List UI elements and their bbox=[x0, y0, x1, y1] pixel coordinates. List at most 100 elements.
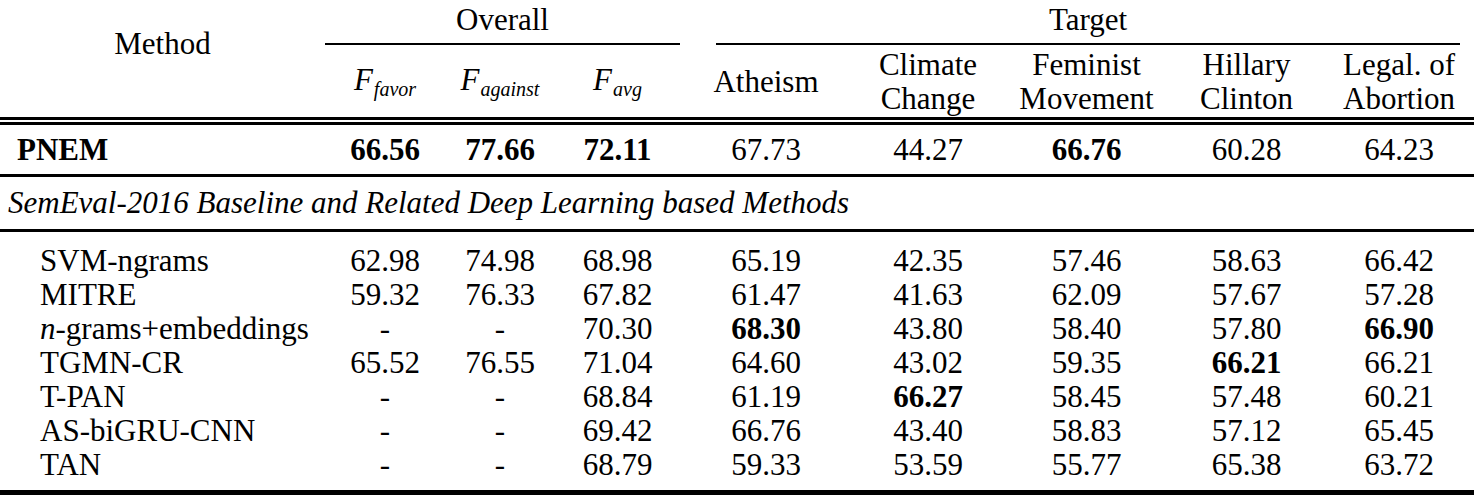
cell-abortion: 66.42 bbox=[1324, 231, 1474, 279]
cell-atheism: 61.19 bbox=[680, 380, 852, 414]
cell-atheism: 61.47 bbox=[680, 278, 852, 312]
row-t-pan: T-PAN - - 68.84 61.19 66.27 58.45 57.48 … bbox=[0, 380, 1474, 414]
section-heading-row: SemEval-2016 Baseline and Related Deep L… bbox=[0, 176, 1474, 231]
cell-favor: - bbox=[325, 448, 445, 493]
cell-avg: 68.79 bbox=[555, 448, 680, 493]
cell-avg: 72.11 bbox=[555, 121, 680, 176]
method-cell: PNEM bbox=[0, 121, 325, 176]
cell-climate: 43.40 bbox=[852, 414, 1004, 448]
cell-atheism: 64.60 bbox=[680, 346, 852, 380]
method-header-cell: Method bbox=[0, 0, 325, 121]
cell-feminist: 57.46 bbox=[1004, 231, 1169, 279]
cell-abortion: 64.23 bbox=[1324, 121, 1474, 176]
cell-feminist: 58.83 bbox=[1004, 414, 1169, 448]
cell-against: 76.55 bbox=[445, 346, 555, 380]
cell-climate: 66.27 bbox=[852, 380, 1004, 414]
col-header-f-against: Fagainst bbox=[445, 46, 555, 121]
method-label: SVM-ngrams bbox=[40, 243, 209, 278]
cell-favor: 59.32 bbox=[325, 278, 445, 312]
f-against-sub: against bbox=[481, 78, 540, 100]
method-cell: n-grams+embeddings bbox=[0, 312, 325, 346]
group-header-target: Target bbox=[716, 0, 1460, 45]
group-header-row: Method Overall Target bbox=[0, 0, 1474, 46]
col-header-f-favor: Ffavor bbox=[325, 46, 445, 121]
cell-hillary: 57.12 bbox=[1169, 414, 1324, 448]
col-header-feminist-movement: Feminist Movement bbox=[1004, 46, 1169, 121]
method-label: T-PAN bbox=[40, 379, 126, 414]
cell-abortion: 60.21 bbox=[1324, 380, 1474, 414]
method-cell: TGMN-CR bbox=[0, 346, 325, 380]
cell-climate: 43.80 bbox=[852, 312, 1004, 346]
cell-atheism: 59.33 bbox=[680, 448, 852, 493]
col-header-climate-change: Climate Change bbox=[852, 46, 1004, 121]
cell-hillary: 57.80 bbox=[1169, 312, 1324, 346]
cell-climate: 43.02 bbox=[852, 346, 1004, 380]
cell-avg: 70.30 bbox=[555, 312, 680, 346]
cell-atheism: 66.76 bbox=[680, 414, 852, 448]
cell-abortion: 63.72 bbox=[1324, 448, 1474, 493]
cell-favor: - bbox=[325, 414, 445, 448]
cell-favor: 65.52 bbox=[325, 346, 445, 380]
page-root: Method Overall Target Ffavor Fagainst Fa… bbox=[0, 0, 1474, 500]
method-label: TAN bbox=[40, 447, 101, 482]
cell-avg: 67.82 bbox=[555, 278, 680, 312]
cell-abortion: 57.28 bbox=[1324, 278, 1474, 312]
cell-abortion: 66.90 bbox=[1324, 312, 1474, 346]
f-favor-base: F bbox=[354, 62, 373, 97]
f-against-base: F bbox=[461, 62, 480, 97]
method-header-label: Method bbox=[114, 26, 210, 61]
method-label: MITRE bbox=[40, 277, 136, 312]
method-italic-prefix: n bbox=[40, 311, 56, 346]
row-mitre: MITRE 59.32 76.33 67.82 61.47 41.63 62.0… bbox=[0, 278, 1474, 312]
cell-against: 77.66 bbox=[445, 121, 555, 176]
cell-climate: 41.63 bbox=[852, 278, 1004, 312]
cell-climate: 53.59 bbox=[852, 448, 1004, 493]
method-label: TGMN-CR bbox=[40, 345, 183, 380]
group-header-overall: Overall bbox=[325, 0, 680, 45]
method-cell: MITRE bbox=[0, 278, 325, 312]
cell-against: 74.98 bbox=[445, 231, 555, 279]
cell-against: - bbox=[445, 380, 555, 414]
f-avg-base: F bbox=[593, 62, 612, 97]
row-as-bigru-cnn: AS-biGRU-CNN - - 69.42 66.76 43.40 58.83… bbox=[0, 414, 1474, 448]
cell-climate: 42.35 bbox=[852, 231, 1004, 279]
row-tan: TAN - - 68.79 59.33 53.59 55.77 65.38 63… bbox=[0, 448, 1474, 493]
method-cell: AS-biGRU-CNN bbox=[0, 414, 325, 448]
row-tgmn-cr: TGMN-CR 65.52 76.55 71.04 64.60 43.02 59… bbox=[0, 346, 1474, 380]
cell-atheism: 68.30 bbox=[680, 312, 852, 346]
row-ngrams-embeddings: n-grams+embeddings - - 70.30 68.30 43.80… bbox=[0, 312, 1474, 346]
col-header-atheism: Atheism bbox=[680, 46, 852, 121]
cell-hillary: 65.38 bbox=[1169, 448, 1324, 493]
method-label: AS-biGRU-CNN bbox=[40, 413, 255, 448]
overall-group-cell: Overall bbox=[325, 0, 680, 46]
col-header-legal-of-abortion: Legal. of Abortion bbox=[1324, 46, 1474, 121]
cell-hillary: 57.48 bbox=[1169, 380, 1324, 414]
cell-favor: 66.56 bbox=[325, 121, 445, 176]
results-table: Method Overall Target Ffavor Fagainst Fa… bbox=[0, 0, 1474, 495]
cell-feminist: 58.45 bbox=[1004, 380, 1169, 414]
row-pnem: PNEM 66.56 77.66 72.11 67.73 44.27 66.76… bbox=[0, 121, 1474, 176]
cell-against: - bbox=[445, 312, 555, 346]
cell-feminist: 59.35 bbox=[1004, 346, 1169, 380]
cell-hillary: 60.28 bbox=[1169, 121, 1324, 176]
method-label: PNEM bbox=[17, 132, 108, 167]
cell-against: - bbox=[445, 414, 555, 448]
cell-favor: - bbox=[325, 380, 445, 414]
cell-atheism: 65.19 bbox=[680, 231, 852, 279]
cell-abortion: 66.21 bbox=[1324, 346, 1474, 380]
cell-avg: 71.04 bbox=[555, 346, 680, 380]
f-avg-sub: avg bbox=[613, 78, 642, 100]
cell-against: 76.33 bbox=[445, 278, 555, 312]
col-header-hillary-clinton: Hillary Clinton bbox=[1169, 46, 1324, 121]
cell-against: - bbox=[445, 448, 555, 493]
cell-hillary: 57.67 bbox=[1169, 278, 1324, 312]
row-svm-ngrams: SVM-ngrams 62.98 74.98 68.98 65.19 42.35… bbox=[0, 231, 1474, 279]
cell-favor: - bbox=[325, 312, 445, 346]
method-cell: TAN bbox=[0, 448, 325, 493]
cell-atheism: 67.73 bbox=[680, 121, 852, 176]
col-header-f-avg: Favg bbox=[555, 46, 680, 121]
method-cell: SVM-ngrams bbox=[0, 231, 325, 279]
cell-hillary: 58.63 bbox=[1169, 231, 1324, 279]
cell-avg: 69.42 bbox=[555, 414, 680, 448]
cell-feminist: 62.09 bbox=[1004, 278, 1169, 312]
